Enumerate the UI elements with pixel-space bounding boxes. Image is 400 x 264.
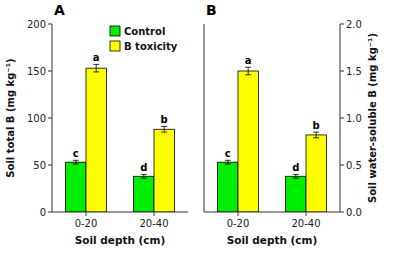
bar <box>286 176 306 212</box>
bar <box>238 71 258 212</box>
y-tick-label: 0.0 <box>346 207 362 218</box>
error-line <box>75 160 76 164</box>
error-bar <box>73 160 79 164</box>
x-tick <box>238 212 239 216</box>
x-tick <box>154 212 155 216</box>
x-tick-label: 20-40 <box>139 218 168 229</box>
x-axis-line <box>204 212 340 213</box>
error-bar <box>293 174 299 178</box>
y-tick-label: 1.5 <box>346 66 362 77</box>
legend-label: Control <box>124 26 165 37</box>
error-line <box>316 132 317 138</box>
y-tick <box>48 24 52 25</box>
x-axis-line <box>52 212 188 213</box>
error-bar <box>93 64 99 72</box>
error-bar <box>161 126 167 132</box>
y-tick <box>48 71 52 72</box>
panel: c d a b 0-20 20-40 Soil depth (cm) 0 50 100 150 200… <box>5 2 188 246</box>
y-tick <box>48 118 52 119</box>
y-tick <box>340 165 344 166</box>
annotation: d <box>140 162 147 173</box>
error-bar <box>313 132 319 138</box>
error-bar <box>245 67 251 75</box>
error-cap <box>313 137 319 138</box>
y-tick-label: 0.5 <box>346 160 362 171</box>
y-tick-label: 150 <box>27 66 46 77</box>
x-tick-label: 0-20 <box>227 218 250 229</box>
error-cap <box>225 160 231 161</box>
error-line <box>295 174 296 178</box>
marks <box>218 67 327 212</box>
bar <box>154 129 174 212</box>
error-cap <box>73 164 79 165</box>
title: B <box>206 2 217 18</box>
y-tick-label: 50 <box>33 160 46 171</box>
labels: c d a b <box>225 55 320 173</box>
y-axis-line <box>204 24 205 212</box>
x-tick-label: 0-20 <box>75 218 98 229</box>
labels: c d a b <box>73 52 168 173</box>
error-cap <box>225 164 231 165</box>
y-tick-label: 200 <box>27 19 46 30</box>
error-line <box>164 126 165 132</box>
annotation: a <box>245 55 252 66</box>
y-tick <box>48 212 52 213</box>
x-axis-label: Soil depth (cm) <box>227 234 318 246</box>
error-cap <box>293 174 299 175</box>
y-tick <box>340 24 344 25</box>
marks <box>66 64 175 212</box>
y-tick <box>48 165 52 166</box>
x-tick <box>306 212 307 216</box>
x-tick-label: 20-40 <box>291 218 320 229</box>
y-tick <box>340 71 344 72</box>
error-cap <box>161 126 167 127</box>
annotation: c <box>225 148 231 159</box>
y-tick <box>340 212 344 213</box>
annotation: d <box>292 162 299 173</box>
bar <box>66 162 86 212</box>
error-cap <box>245 67 251 68</box>
legend-swatch <box>110 41 120 51</box>
error-line <box>143 174 144 178</box>
title: A <box>54 2 65 18</box>
error-line <box>248 67 249 75</box>
y-axis-label: Soil total B (mg kg⁻¹) <box>5 58 16 177</box>
error-cap <box>73 160 79 161</box>
error-line <box>96 64 97 72</box>
bar <box>306 135 326 212</box>
y-axis-label: Soil water-soluble B (mg kg⁻¹) <box>367 33 378 203</box>
error-bar <box>225 160 231 164</box>
y-tick <box>340 118 344 119</box>
panel: c d a b 0-20 20-40 Soil depth (cm) 0.0 0.5 1.0 1.5… <box>204 2 378 246</box>
x-axis-label: Soil depth (cm) <box>75 234 166 246</box>
error-cap <box>245 74 251 75</box>
y-tick-label: 100 <box>27 113 46 124</box>
error-cap <box>141 174 147 175</box>
annotation: b <box>161 114 168 125</box>
y-tick-label: 0 <box>40 207 46 218</box>
annotation: c <box>73 148 79 159</box>
error-cap <box>93 64 99 65</box>
x-tick <box>86 212 87 216</box>
legend-label: B toxicity <box>124 41 178 52</box>
bar <box>86 68 106 212</box>
legend: Control B toxicity <box>110 26 178 52</box>
y-tick-label: 2.0 <box>346 19 362 30</box>
bar <box>218 162 238 212</box>
error-cap <box>161 132 167 133</box>
y-tick-label: 1.0 <box>346 113 362 124</box>
bar <box>134 176 154 212</box>
error-cap <box>293 178 299 179</box>
error-line <box>227 160 228 164</box>
error-cap <box>93 71 99 72</box>
error-cap <box>141 178 147 179</box>
error-cap <box>313 132 319 133</box>
legend-swatch <box>110 26 120 36</box>
error-bar <box>141 174 147 178</box>
chart: c d a b 0-20 20-40 Soil depth (cm) 0 50 100 150 200… <box>0 0 400 264</box>
annotation: a <box>93 52 100 63</box>
annotation: b <box>313 120 320 131</box>
